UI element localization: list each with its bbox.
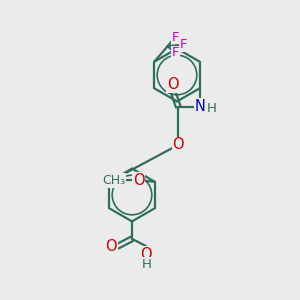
Text: O: O <box>172 137 184 152</box>
Text: O: O <box>141 247 152 262</box>
Text: F: F <box>171 46 179 59</box>
Text: CH₃: CH₃ <box>103 174 126 187</box>
Text: F: F <box>171 31 179 44</box>
Text: F: F <box>179 38 187 51</box>
Text: O: O <box>133 173 145 188</box>
Text: H: H <box>206 102 216 115</box>
Text: O: O <box>167 77 179 92</box>
Text: O: O <box>105 239 117 254</box>
Text: N: N <box>194 99 205 114</box>
Text: H: H <box>142 258 151 271</box>
